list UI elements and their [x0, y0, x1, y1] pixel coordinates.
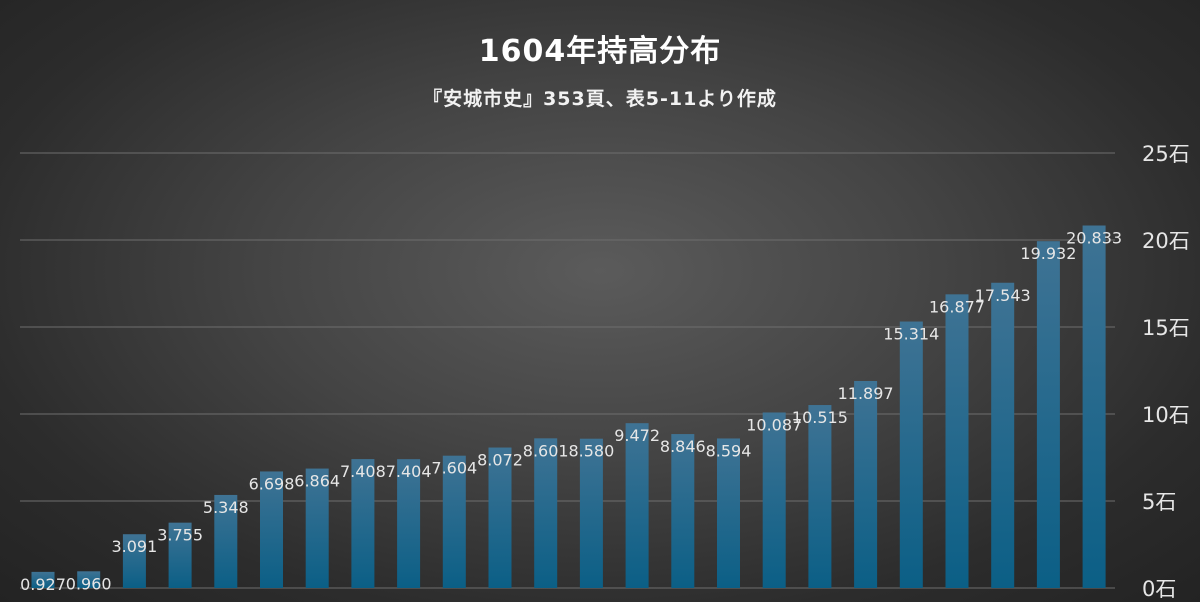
bar	[854, 380, 878, 588]
y-tick-label: 5石	[1142, 490, 1176, 514]
chart-title: 1604年持高分布	[478, 34, 722, 69]
bar-value-label: 20.833	[1066, 229, 1122, 248]
bar-value-label: 11.897	[838, 384, 894, 403]
y-tick-label: 10石	[1142, 403, 1190, 427]
bar-value-label: 19.932	[1020, 244, 1076, 263]
bar	[1082, 225, 1106, 588]
bar-value-label: 9.472	[614, 426, 660, 445]
bar-value-label: 15.314	[883, 325, 939, 344]
bar-value-label: 0.960	[66, 574, 112, 593]
bar	[168, 522, 192, 588]
bar-value-label: 6.864	[294, 472, 340, 491]
bar	[534, 438, 558, 588]
bar-value-label: 8.594	[706, 441, 752, 460]
bar-value-label: 8.846	[660, 437, 706, 456]
gridlines	[20, 152, 1115, 589]
bar-value-label: 8.072	[477, 451, 523, 470]
bar	[991, 282, 1015, 588]
bars	[31, 225, 1106, 588]
bar	[808, 405, 832, 588]
bar	[214, 494, 238, 588]
bar-value-label: 5.348	[203, 498, 249, 517]
bar-value-label: 8.580	[568, 442, 614, 461]
bar	[717, 438, 740, 588]
bar	[77, 571, 101, 588]
bar	[351, 459, 375, 588]
bar-value-label: 16.877	[929, 297, 985, 316]
bar-value-label: 10.515	[792, 408, 848, 427]
bar-value-label: 6.698	[249, 474, 295, 493]
y-tick-label: 0石	[1142, 577, 1176, 601]
bar	[945, 294, 969, 588]
bar	[488, 447, 512, 588]
bar-value-label: 0.927	[20, 575, 66, 594]
bar	[625, 423, 649, 588]
y-tick-label: 25石	[1142, 142, 1190, 166]
bar-value-label: 7.408	[340, 462, 386, 481]
bar-value-label: 7.404	[386, 462, 432, 481]
bar	[397, 459, 421, 588]
bar	[122, 534, 146, 588]
bar-value-label: 10.087	[746, 415, 802, 434]
bar	[1036, 241, 1060, 588]
bar-value-label: 3.755	[157, 526, 203, 545]
bar-value-label: 17.543	[975, 286, 1031, 305]
bar	[899, 321, 923, 588]
bar	[305, 468, 329, 588]
y-axis-tick-labels: 0石 5石 10石 15石 20石 25石	[1142, 142, 1190, 601]
bar	[671, 434, 695, 588]
y-tick-label: 20石	[1142, 229, 1190, 253]
bar	[579, 438, 603, 588]
bar-value-label: 3.091	[111, 537, 157, 556]
bar	[260, 471, 283, 588]
bar	[762, 412, 786, 588]
bar	[31, 571, 55, 588]
bar	[442, 455, 466, 588]
bar-value-label: 8.601	[523, 441, 569, 460]
chart-subtitle: 『安城市史』353頁、表5-11より作成	[423, 88, 777, 110]
y-tick-label: 15石	[1142, 316, 1190, 340]
bar-value-label: 7.604	[431, 459, 477, 478]
